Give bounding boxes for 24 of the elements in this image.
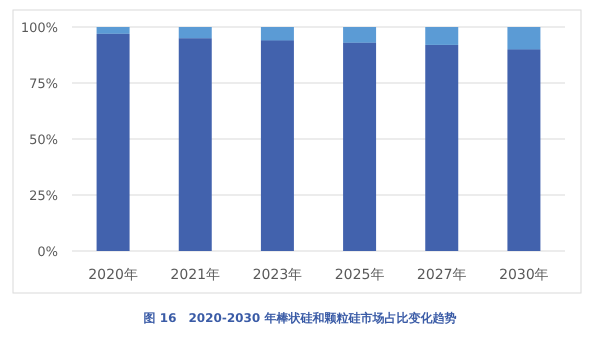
bar: [425, 44, 458, 251]
bar: [425, 27, 458, 45]
bar: [96, 34, 130, 251]
x-tick-label: 2030年: [499, 267, 549, 283]
bar: [96, 27, 130, 34]
x-tick-label: 2020年: [88, 267, 138, 283]
x-tick-label: 2027年: [416, 267, 467, 283]
bar: [343, 42, 376, 251]
x-tick-label: 2025年: [334, 267, 384, 283]
bar: [260, 27, 294, 40]
y-tick-label: 50%: [29, 133, 58, 148]
bar: [343, 27, 376, 43]
bar: [260, 40, 294, 251]
x-tick-label: 2021年: [170, 267, 220, 283]
y-tick-label: 75%: [29, 77, 58, 92]
bar: [178, 38, 212, 251]
y-tick-label: 100%: [20, 21, 58, 36]
y-tick-label: 0%: [37, 245, 58, 260]
y-tick-label: 25%: [29, 189, 58, 204]
caption: 图 16 2020-2030 年棒状硅和颗粒硅市场占比变化趋势: [144, 311, 456, 325]
x-tick-label: 2023年: [252, 267, 302, 283]
bar: [178, 27, 212, 38]
bar: [507, 49, 540, 251]
bar: [507, 27, 540, 50]
